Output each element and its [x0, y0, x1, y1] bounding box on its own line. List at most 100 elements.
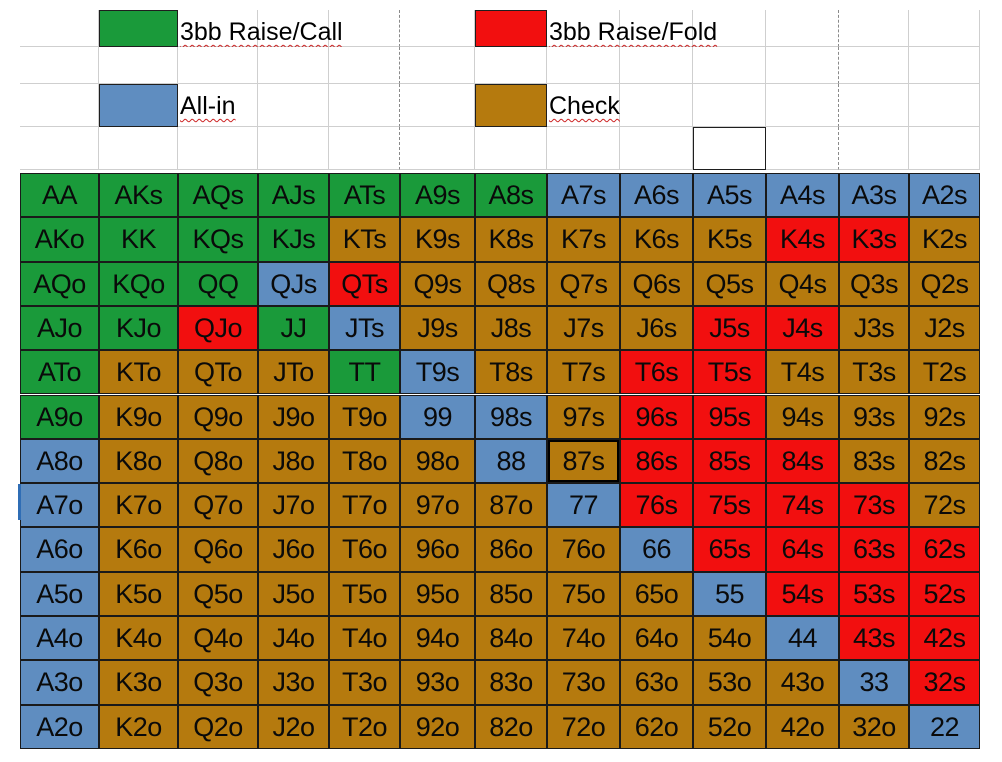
header-cell[interactable] [547, 47, 620, 84]
hand-cell-JTo[interactable]: JTo [258, 350, 329, 395]
hand-cell-KJo[interactable]: KJo [99, 305, 178, 351]
hand-cell-J5s[interactable]: J5s [693, 305, 766, 351]
legend-label-all-in[interactable]: All-in [178, 84, 329, 127]
hand-cell-76s[interactable]: 76s [620, 483, 693, 528]
hand-cell-97s[interactable]: 97s [547, 394, 620, 439]
hand-cell-Q8s[interactable]: Q8s [475, 261, 547, 306]
hand-cell-65s[interactable]: 65s [693, 527, 766, 572]
hand-cell-KK[interactable]: KK [99, 217, 178, 262]
hand-cell-64o[interactable]: 64o [620, 616, 693, 661]
header-cell[interactable] [693, 84, 766, 127]
header-cell[interactable] [329, 47, 400, 84]
hand-cell-K6o[interactable]: K6o [99, 527, 178, 572]
header-cell[interactable] [839, 84, 909, 127]
header-cell[interactable] [178, 10, 258, 47]
hand-cell-Q6s[interactable]: Q6s [620, 261, 693, 306]
hand-cell-J9o[interactable]: J9o [258, 394, 329, 439]
header-cell[interactable] [329, 10, 400, 47]
hand-cell-J4o[interactable]: J4o [258, 616, 329, 661]
header-cell[interactable] [99, 127, 178, 170]
hand-cell-J6s[interactable]: J6s [620, 305, 693, 351]
hand-cell-55[interactable]: 55 [693, 571, 766, 616]
hand-cell-Q7s[interactable]: Q7s [547, 261, 620, 306]
hand-cell-54s[interactable]: 54s [766, 571, 839, 616]
hand-cell-A9o[interactable]: A9o [20, 394, 99, 439]
header-cell[interactable] [178, 84, 258, 127]
hand-cell-Q4s[interactable]: Q4s [766, 261, 839, 306]
hand-cell-44[interactable]: 44 [766, 616, 839, 661]
hand-cell-T6s[interactable]: T6s [620, 350, 693, 395]
hand-cell-K7s[interactable]: K7s [547, 217, 620, 262]
hand-cell-KTs[interactable]: KTs [329, 217, 400, 262]
header-cell[interactable] [20, 10, 99, 47]
hand-cell-KQs[interactable]: KQs [178, 217, 258, 262]
hand-cell-J7s[interactable]: J7s [547, 305, 620, 351]
bordered-empty-cell[interactable] [693, 127, 766, 170]
hand-cell-95s[interactable]: 95s [693, 394, 766, 439]
header-cell[interactable] [547, 127, 620, 170]
header-cell[interactable] [909, 127, 980, 170]
hand-cell-K3s[interactable]: K3s [839, 217, 909, 262]
hand-cell-J4s[interactable]: J4s [766, 305, 839, 351]
hand-cell-A3s[interactable]: A3s [839, 173, 909, 218]
hand-cell-A6o[interactable]: A6o [20, 527, 99, 572]
hand-cell-98s[interactable]: 98s [475, 394, 547, 439]
hand-cell-T8s[interactable]: T8s [475, 350, 547, 395]
hand-cell-T7s[interactable]: T7s [547, 350, 620, 395]
hand-cell-J8o[interactable]: J8o [258, 438, 329, 484]
hand-cell-93s[interactable]: 93s [839, 394, 909, 439]
hand-cell-K4o[interactable]: K4o [99, 616, 178, 661]
hand-cell-73s[interactable]: 73s [839, 483, 909, 528]
legend-label-check[interactable]: Check [547, 84, 693, 127]
hand-cell-AJo[interactable]: AJo [20, 305, 99, 351]
hand-cell-33[interactable]: 33 [839, 660, 909, 705]
hand-cell-A6s[interactable]: A6s [620, 173, 693, 218]
hand-cell-AJs[interactable]: AJs [258, 173, 329, 218]
header-cell[interactable] [620, 10, 693, 47]
hand-cell-84o[interactable]: 84o [475, 616, 547, 661]
hand-cell-63s[interactable]: 63s [839, 527, 909, 572]
hand-cell-74s[interactable]: 74s [766, 483, 839, 528]
hand-cell-53s[interactable]: 53s [839, 571, 909, 616]
hand-cell-J3s[interactable]: J3s [839, 305, 909, 351]
header-cell[interactable] [99, 47, 178, 84]
legend-swatch-raise-fold[interactable] [475, 10, 547, 47]
header-cell[interactable] [693, 10, 766, 47]
hand-cell-76o[interactable]: 76o [547, 527, 620, 572]
hand-cell-43o[interactable]: 43o [766, 660, 839, 705]
hand-cell-77[interactable]: 77 [547, 483, 620, 528]
hand-cell-53o[interactable]: 53o [693, 660, 766, 705]
hand-cell-T6o[interactable]: T6o [329, 527, 400, 572]
hand-cell-97o[interactable]: 97o [400, 483, 475, 528]
header-cell[interactable] [693, 127, 766, 170]
hand-cell-JJ[interactable]: JJ [258, 305, 329, 351]
header-cell[interactable] [258, 47, 329, 84]
hand-cell-T4s[interactable]: T4s [766, 350, 839, 395]
hand-cell-A7s[interactable]: A7s [547, 173, 620, 218]
header-cell[interactable] [839, 47, 909, 84]
header-cell[interactable] [400, 127, 475, 170]
hand-cell-94s[interactable]: 94s [766, 394, 839, 439]
hand-cell-AA[interactable]: AA [20, 173, 99, 218]
hand-cell-65o[interactable]: 65o [620, 571, 693, 616]
header-cell[interactable] [258, 84, 329, 127]
hand-cell-74o[interactable]: 74o [547, 616, 620, 661]
header-cell[interactable] [909, 10, 980, 47]
hand-cell-K9o[interactable]: K9o [99, 394, 178, 439]
hand-cell-KQo[interactable]: KQo [99, 261, 178, 306]
hand-cell-K5o[interactable]: K5o [99, 571, 178, 616]
hand-cell-A4s[interactable]: A4s [766, 173, 839, 218]
header-cell[interactable] [178, 127, 258, 170]
hand-cell-42o[interactable]: 42o [766, 704, 839, 749]
hand-cell-T3s[interactable]: T3s [839, 350, 909, 395]
header-cell[interactable] [620, 127, 693, 170]
hand-cell-A4o[interactable]: A4o [20, 616, 99, 661]
header-cell[interactable] [178, 47, 258, 84]
hand-cell-T9s[interactable]: T9s [400, 350, 475, 395]
hand-cell-A7o[interactable]: A7o [20, 483, 99, 528]
hand-cell-Q9o[interactable]: Q9o [178, 394, 258, 439]
hand-cell-73o[interactable]: 73o [547, 660, 620, 705]
header-cell[interactable] [547, 84, 620, 127]
hand-cell-J3o[interactable]: J3o [258, 660, 329, 705]
hand-cell-A9s[interactable]: A9s [400, 173, 475, 218]
